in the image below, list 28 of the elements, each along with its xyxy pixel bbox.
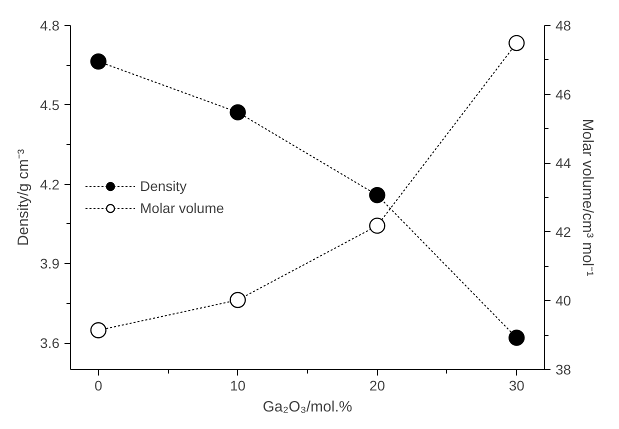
y-tick-label: 3.6 [40, 335, 60, 352]
legend-label: Density [140, 178, 187, 194]
y2-tick-label: 44 [556, 155, 572, 172]
point [230, 292, 246, 308]
point [369, 218, 386, 234]
legend-label: Molar volume [140, 200, 224, 216]
y2-tick-label: 38 [556, 362, 572, 378]
y2-tick-label: 46 [556, 86, 572, 102]
point [508, 34, 525, 52]
point [90, 53, 106, 70]
point [508, 330, 525, 346]
y-axis-title: Density/g cm⁻³ [15, 149, 32, 246]
x-tick-label: 10 [230, 378, 246, 394]
y-tick-label: 4.2 [40, 176, 60, 192]
y2-axis-title: Molar volume/cm³ mol⁻¹ [579, 118, 596, 276]
y2-tick-label: 40 [556, 292, 572, 309]
x-tick-label: 20 [369, 378, 386, 394]
point [369, 187, 386, 204]
x-axis-title: Ga₂O₃/mol.% [262, 398, 352, 416]
point [230, 104, 246, 120]
x-tick-label: 30 [508, 378, 525, 394]
x-tick-label: 0 [94, 378, 102, 394]
y-tick-label: 3.9 [40, 256, 60, 272]
y2-tick-label: 48 [556, 18, 572, 34]
y-tick-label: 4.5 [40, 96, 60, 113]
y2-tick-label: 42 [556, 224, 572, 240]
y-tick-label: 4.8 [40, 18, 60, 34]
point [90, 322, 106, 338]
